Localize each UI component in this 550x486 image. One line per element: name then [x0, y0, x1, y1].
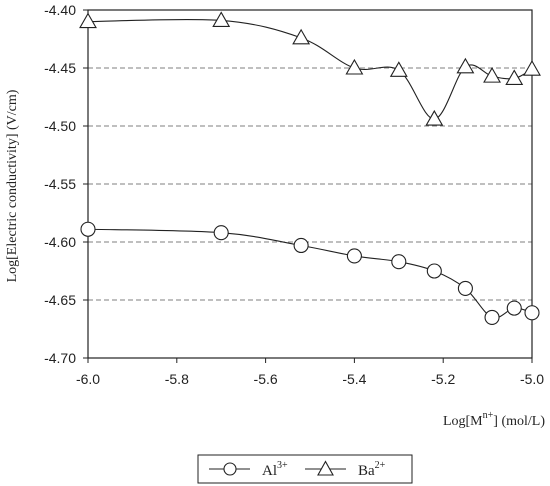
data-point-al-1	[213, 225, 229, 241]
x-tick-label-4: -5.2	[431, 371, 455, 387]
data-point-al-9	[524, 305, 540, 321]
data-point-al-5	[426, 263, 442, 279]
x-axis-title-superscript: n+	[483, 410, 494, 421]
data-point-al-6	[457, 280, 473, 296]
x-tick-label-0: -6.0	[76, 371, 100, 387]
legend-label-ba: Ba2+	[358, 460, 386, 479]
data-point-al-0	[80, 221, 96, 237]
legend-marker-ba	[317, 460, 334, 476]
data-point-al-4	[391, 254, 407, 270]
data-point-ba-1	[212, 11, 231, 27]
data-point-ba-6	[456, 57, 475, 74]
legend-label-al-charge: 3+	[277, 460, 288, 471]
y-tick-label-0: -4.40	[44, 2, 76, 18]
legend-label-al: Al3+	[262, 460, 288, 479]
data-point-ba-7	[483, 67, 501, 83]
data-point-ba-3	[345, 58, 364, 75]
x-tick-label-5: -5.0	[520, 371, 544, 387]
x-axis-title-suffix: ] (mol/L)	[493, 414, 545, 429]
grid-lines	[88, 67, 532, 301]
data-point-al-7	[484, 309, 500, 325]
y-tick-label-6: -4.70	[44, 350, 76, 366]
data-point-ba-5	[425, 109, 444, 126]
data-point-ba-4	[389, 61, 408, 77]
y-tick-label-3: -4.55	[44, 176, 76, 192]
x-tick-label-1: -5.8	[165, 371, 189, 387]
x-tick-label-3: -5.4	[342, 371, 366, 387]
legend: Al3+ Ba2+	[197, 454, 413, 484]
legend-label-ba-charge: 2+	[375, 460, 386, 471]
data-point-ba-9	[523, 60, 541, 76]
series-line-ba	[87, 18, 533, 120]
data-point-al-2	[293, 237, 309, 254]
y-tick-label-4: -4.60	[44, 234, 76, 250]
y-axis-title: Log[Electric conductivity] (V/cm)	[5, 89, 20, 282]
data-point-ba-8	[505, 69, 524, 85]
data-point-al-8	[506, 300, 522, 316]
series-group	[79, 11, 541, 325]
series-line-al	[87, 228, 533, 319]
y-tick-label-5: -4.65	[44, 292, 76, 308]
x-axis-title-prefix: Log[M	[443, 414, 483, 429]
data-point-al-3	[346, 248, 362, 264]
y-tick-label-2: -4.50	[44, 118, 76, 134]
data-point-ba-2	[292, 28, 311, 45]
y-tick-label-1: -4.45	[44, 60, 76, 76]
data-point-ba-0	[79, 12, 97, 29]
legend-label-ba-name: Ba	[358, 463, 375, 479]
x-tick-label-2: -5.6	[254, 371, 278, 387]
legend-marker-al	[223, 462, 237, 476]
legend-label-al-name: Al	[262, 463, 277, 479]
axis-ticks: -4.40 -4.45 -4.50 -4.55 -4.60 -4.65 -4.70-6.0 -…	[44, 2, 544, 387]
x-axis-title: Log[Mn+] (mol/L)	[443, 410, 545, 429]
